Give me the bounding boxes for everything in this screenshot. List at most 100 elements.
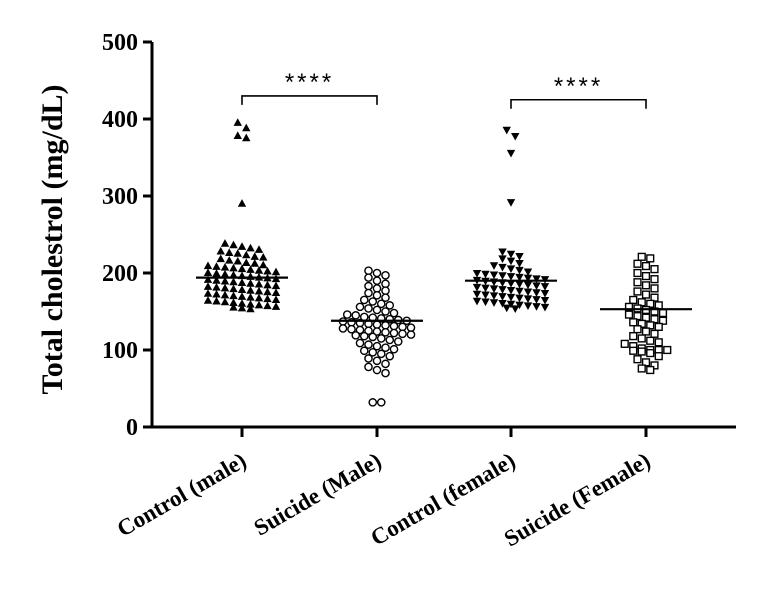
data-point — [540, 303, 550, 312]
data-point — [654, 352, 663, 361]
data-point — [629, 346, 638, 355]
data-point — [372, 341, 382, 351]
data-point — [233, 249, 242, 257]
data-point — [237, 278, 247, 287]
significance-brackets: **** **** — [241, 69, 647, 109]
data-point — [398, 329, 407, 339]
data-point — [220, 276, 230, 285]
data-point — [650, 284, 659, 293]
data-point — [381, 368, 390, 378]
data-point — [271, 281, 281, 290]
data-point — [506, 199, 516, 207]
data-point — [498, 293, 507, 301]
data-point — [229, 303, 238, 311]
data-point — [389, 344, 399, 354]
data-point — [489, 285, 499, 293]
data-point — [220, 269, 230, 278]
data-point — [633, 268, 642, 278]
data-point — [641, 271, 651, 281]
data-point — [472, 283, 482, 292]
data-point — [489, 292, 499, 300]
data-point — [263, 294, 272, 303]
data-point — [237, 264, 247, 273]
data-point — [633, 312, 642, 321]
data-point — [633, 287, 642, 296]
data-point — [254, 293, 264, 302]
data-point — [212, 283, 221, 291]
data-point — [498, 300, 507, 308]
data-point — [376, 334, 386, 343]
data-point — [637, 347, 646, 356]
data-point — [250, 252, 259, 260]
data-point — [481, 298, 490, 307]
data-point — [654, 338, 663, 347]
data-point — [271, 302, 281, 310]
data-point — [515, 301, 524, 310]
data-point — [523, 274, 533, 283]
data-point — [637, 334, 646, 343]
data-point — [654, 322, 663, 332]
y-axis-label: Total cholestrol (mg/dL) — [36, 84, 69, 394]
data-point — [372, 327, 382, 336]
data-point — [633, 355, 642, 364]
data-point — [376, 349, 386, 359]
data-point — [246, 286, 255, 294]
data-point — [532, 275, 541, 283]
data-point — [246, 299, 255, 308]
data-point — [372, 291, 382, 300]
data-point — [359, 295, 369, 305]
y-tick-label: 100 — [102, 338, 138, 364]
data-point — [646, 254, 655, 263]
data-point — [220, 297, 230, 306]
data-point — [242, 123, 251, 132]
data-point — [650, 275, 659, 284]
data-point — [254, 279, 264, 288]
data-point — [259, 253, 268, 261]
data-point — [398, 322, 407, 332]
data-point — [663, 345, 672, 355]
data-point — [246, 293, 255, 301]
data-point — [229, 270, 238, 279]
data-point — [381, 321, 390, 330]
data-point — [646, 321, 655, 330]
data-point — [489, 271, 499, 280]
data-point — [523, 288, 533, 297]
data-point — [237, 303, 247, 312]
data-point — [650, 315, 659, 324]
data-point — [650, 265, 659, 274]
data-point — [347, 324, 356, 334]
data-point — [212, 289, 221, 298]
data-point — [359, 331, 369, 341]
data-point — [506, 257, 516, 266]
data-point — [254, 300, 264, 309]
data-point — [498, 272, 507, 280]
data-point — [355, 325, 365, 335]
data-point — [406, 330, 416, 339]
data-point — [389, 321, 399, 331]
data-point — [498, 263, 507, 272]
data-point — [368, 398, 378, 407]
x-category-label: Suicide (Female) — [500, 448, 655, 552]
data-point — [368, 348, 378, 357]
data-point — [506, 265, 516, 273]
data-point — [220, 290, 230, 299]
data-point — [637, 298, 646, 307]
data-point — [381, 271, 390, 280]
data-point — [532, 282, 541, 290]
data-point — [359, 346, 369, 356]
data-point — [641, 358, 651, 367]
y-tick-label: 500 — [102, 30, 138, 56]
data-point — [229, 240, 238, 249]
data-point — [381, 293, 390, 302]
data-point — [637, 364, 646, 373]
data-point — [511, 305, 520, 314]
data-point — [641, 327, 651, 336]
data-point — [364, 326, 373, 336]
data-point — [212, 276, 221, 284]
data-point — [381, 359, 390, 369]
data-points — [203, 118, 672, 407]
data-point — [515, 273, 524, 282]
data-point — [515, 253, 524, 261]
data-point — [498, 286, 507, 294]
data-point — [523, 302, 533, 310]
